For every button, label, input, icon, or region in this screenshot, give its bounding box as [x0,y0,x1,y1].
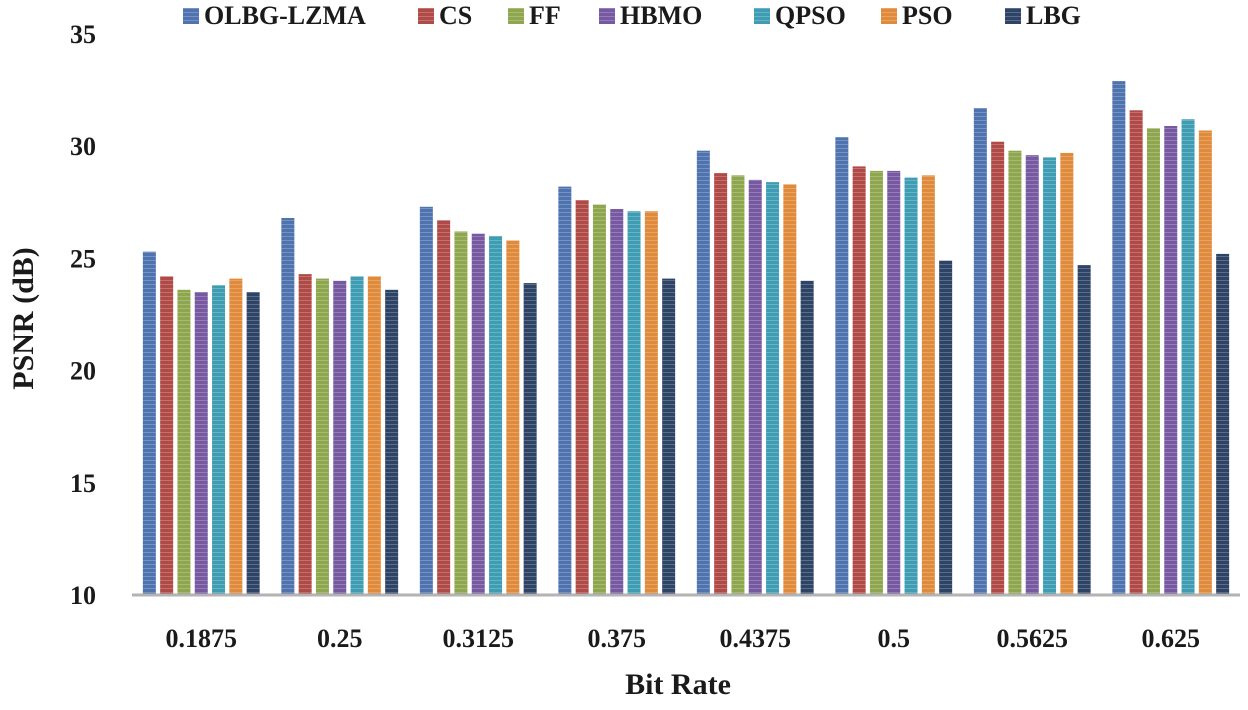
bar-qpso-0.625 [1181,119,1195,595]
bar-pso-0.25 [367,276,381,595]
bar-cs-0.4375 [714,173,728,596]
y-axis: 10 15 20 25 30 35 [70,20,96,610]
bar-cs-0.625 [1129,110,1143,596]
bar-cs-0.3125 [437,220,451,595]
bar-qpso-0.25 [350,276,364,595]
bar-pso-0.3125 [506,240,520,595]
bar-ff-0.4375 [731,175,745,595]
bar-pso-0.5 [921,175,935,595]
x-tick-label: 0.25 [317,624,363,653]
bar-qpso-0.5625 [1043,157,1057,596]
legend-label-hbmo: HBMO [620,1,702,30]
bar-cs-0.25 [298,274,312,595]
bar-lbg-0.1875 [246,292,260,595]
x-tick-label: 0.625 [1142,624,1201,653]
bar-olbg-lzma-0.5625 [973,108,987,595]
bar-pso-0.4375 [783,184,797,595]
bar-hbmo-0.375 [610,209,624,596]
y-tick-label: 15 [70,469,96,498]
bar-hbmo-0.3125 [471,233,485,595]
bar-ff-0.375 [592,204,606,595]
bar-pso-0.1875 [229,278,243,595]
bar-ff-0.5 [869,170,883,595]
bar-lbg-0.3125 [523,283,537,595]
bar-olbg-lzma-0.5 [835,137,849,595]
y-axis-title: PSNR (dB) [7,247,40,390]
bar-hbmo-0.625 [1164,126,1178,595]
bar-ff-0.3125 [454,231,468,596]
legend: OLBG-LZMA CS FF HBMO QPSO PSO LBG [183,1,1081,30]
x-tick-label: 0.5625 [997,624,1069,653]
bar-hbmo-0.5 [887,170,901,595]
bar-qpso-0.1875 [212,285,226,595]
bar-pso-0.5625 [1060,152,1074,595]
legend-swatch-qpso [754,8,770,24]
legend-swatch-hbmo [599,8,615,24]
bar-lbg-0.375 [662,278,676,595]
legend-swatch-cs [418,8,434,24]
bar-olbg-lzma-0.25 [281,218,295,595]
bar-qpso-0.5 [904,177,918,595]
bar-lbg-0.4375 [800,280,814,595]
legend-swatch-pso [881,8,897,24]
legend-swatch-olbg-lzma [183,8,199,24]
x-tick-label: 0.1875 [166,624,238,653]
bar-olbg-lzma-0.625 [1112,81,1126,595]
legend-label-olbg-lzma: OLBG-LZMA [204,1,366,30]
bar-qpso-0.4375 [766,182,780,595]
x-tick-label: 0.375 [588,624,647,653]
bar-pso-0.625 [1198,130,1212,595]
y-tick-label: 10 [70,581,96,610]
bar-lbg-0.5 [939,260,953,595]
bar-ff-0.5625 [1008,150,1022,596]
bar-lbg-0.5625 [1077,265,1091,595]
bar-hbmo-0.25 [333,280,347,595]
bar-lbg-0.625 [1216,253,1230,596]
bar-ff-0.625 [1146,128,1160,596]
legend-label-cs: CS [439,1,472,30]
bar-ff-0.25 [315,278,329,595]
legend-swatch-ff [508,8,524,24]
x-tick-label: 0.4375 [720,624,792,653]
legend-label-lbg: LBG [1026,1,1081,30]
y-tick-label: 25 [70,244,96,273]
x-tick-label: 0.5 [878,624,911,653]
bar-pso-0.375 [644,211,658,595]
bar-cs-0.5 [852,166,866,595]
legend-swatch-lbg [1005,8,1021,24]
x-axis-title: Bit Rate [625,668,731,701]
bar-olbg-lzma-0.1875 [142,251,156,595]
bar-qpso-0.375 [627,211,641,595]
bar-olbg-lzma-0.4375 [696,150,710,596]
x-axis: 0.1875 0.25 0.3125 0.375 0.4375 0.5 0.5625 0.62… [166,624,1201,653]
bar-olbg-lzma-0.3125 [419,206,433,595]
bar-hbmo-0.4375 [748,179,762,596]
bar-olbg-lzma-0.375 [558,186,572,596]
bar-cs-0.375 [575,200,589,595]
legend-label-pso: PSO [902,1,953,30]
x-tick-label: 0.3125 [443,624,515,653]
bars [142,81,1230,596]
bar-ff-0.1875 [177,289,191,595]
legend-label-qpso: QPSO [775,1,846,30]
bar-cs-0.1875 [160,276,174,595]
y-tick-label: 30 [70,132,96,161]
y-tick-label: 35 [70,20,96,49]
bar-lbg-0.25 [385,289,399,595]
bar-hbmo-0.5625 [1025,155,1039,595]
legend-label-ff: FF [529,1,561,30]
bar-hbmo-0.1875 [194,292,208,595]
bar-cs-0.5625 [991,141,1005,595]
y-tick-label: 20 [70,357,96,386]
bar-qpso-0.3125 [489,235,503,595]
